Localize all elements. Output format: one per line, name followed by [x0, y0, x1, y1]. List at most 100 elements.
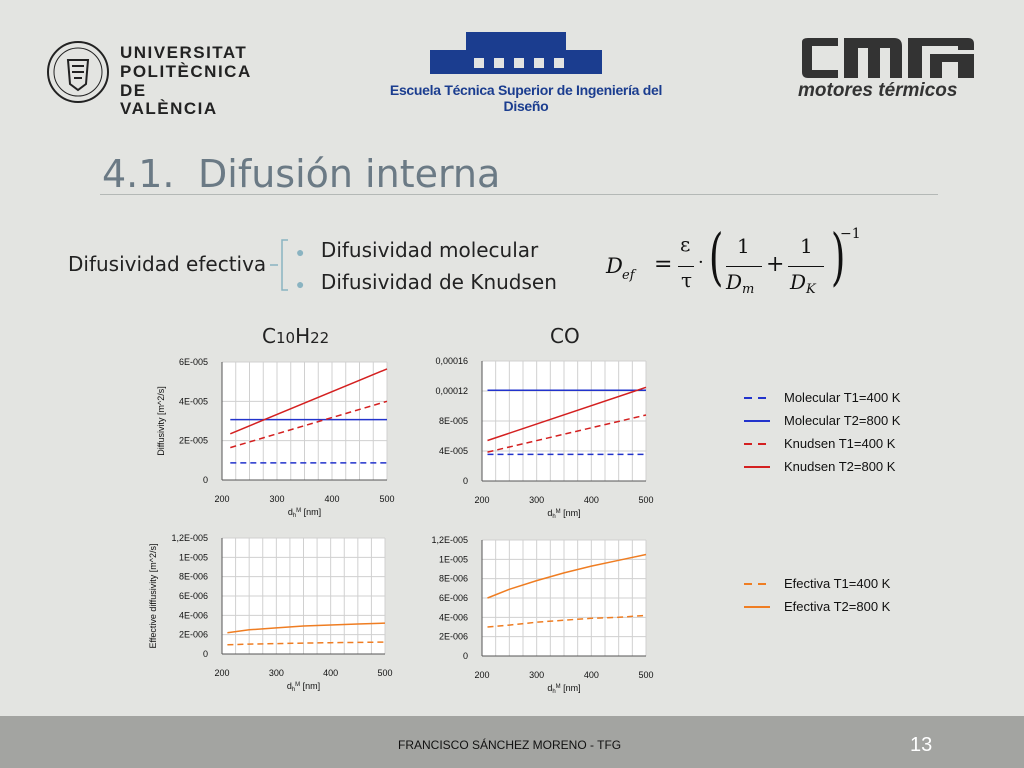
legend-item: Molecular T1=400 K	[742, 386, 900, 409]
formula-dk: D	[790, 270, 807, 294]
y-tick-label: 6E-006	[439, 593, 468, 603]
footer-author: FRANCISCO SÁNCHEZ MORENO - TFG	[398, 738, 622, 752]
formula-paren-left: (	[708, 220, 724, 293]
upv-line3: DE VALÈNCIA	[120, 81, 218, 118]
y-tick-label: 1,2E-005	[171, 533, 208, 543]
y-tick-label: 0,00012	[435, 386, 468, 396]
x-tick-label: 500	[638, 670, 653, 680]
x-tick-label: 300	[269, 668, 284, 678]
legend-item: Efectiva T1=400 K	[742, 572, 890, 595]
x-tick-label: 200	[474, 495, 489, 505]
footer-bar	[0, 716, 1024, 768]
x-tick-label: 300	[529, 495, 544, 505]
x-axis-label: dhM [nm]	[287, 681, 320, 693]
formula-dk-sub: K	[806, 282, 816, 297]
x-tick-label: 200	[474, 670, 489, 680]
section-number: 4.1.	[102, 152, 175, 196]
legend-top: Molecular T1=400 K Molecular T2=800 K Knud…	[742, 386, 900, 478]
legend-swatch	[744, 419, 770, 422]
x-tick-label: 400	[324, 494, 339, 504]
cmt-logo-icon	[802, 38, 974, 78]
y-tick-label: 0,00016	[435, 356, 468, 366]
bullet-text: Difusividad de Knudsen	[320, 270, 557, 294]
page-number: 13	[910, 734, 933, 756]
y-axis-label: Effective diffusivity [m^2/s]	[148, 544, 158, 649]
legend-item: Knudsen T1=400 K	[742, 432, 900, 455]
chart-1: 0 2E-005 4E-005 6E-005 200 300 400 500 dhM [nm] D…	[156, 357, 395, 519]
y-tick-label: 8E-005	[439, 416, 468, 426]
legend-swatch	[744, 396, 770, 399]
series-line	[227, 641, 386, 646]
x-tick-label: 400	[323, 668, 338, 678]
formula-tau: τ	[681, 268, 693, 292]
y-tick-label: 0	[463, 651, 468, 661]
y-tick-label: 0	[463, 476, 468, 486]
y-tick-label: 2E-006	[179, 630, 208, 640]
upv-seal-icon	[47, 41, 109, 103]
y-tick-label: 0	[203, 475, 208, 485]
page-title: Difusión interna	[198, 152, 501, 196]
chart-3: 0 2E-006 4E-006 6E-006 8E-006 1E-005 1,2E-005 2…	[148, 533, 393, 693]
x-tick-label: 200	[214, 494, 229, 504]
y-axis-label: Diffusivity [m^2/s]	[156, 386, 166, 456]
legend-label: Efectiva T1=400 K	[784, 576, 891, 591]
formula-paren-right: )	[830, 220, 846, 293]
formula-dm-sub: m	[742, 282, 755, 297]
column-label-left: C10H22	[262, 324, 329, 348]
etsid-building-icon	[430, 32, 602, 74]
bullet-item: ● Difusividad molecular	[296, 238, 557, 270]
formula-fraction-bar	[788, 266, 824, 267]
formula-exponent: −1	[840, 226, 861, 242]
x-tick-label: 400	[584, 670, 599, 680]
legend-swatch	[744, 442, 770, 445]
formula-dm: D	[726, 270, 743, 294]
formula-plus: +	[766, 252, 785, 277]
x-tick-label: 500	[379, 494, 394, 504]
formula-one-b: 1	[800, 234, 813, 258]
bullet-text: Difusividad molecular	[320, 238, 539, 262]
bullet-dot-icon: ●	[296, 276, 305, 292]
x-tick-label: 500	[377, 668, 392, 678]
y-tick-label: 2E-005	[179, 436, 208, 446]
formula-text: C	[262, 324, 276, 348]
x-tick-label: 200	[214, 668, 229, 678]
series-line	[230, 368, 388, 435]
y-tick-label: 1E-005	[179, 552, 208, 562]
series-line	[487, 386, 647, 442]
formula-text: 10	[275, 329, 296, 347]
series-line	[487, 614, 647, 628]
legend-item: Efectiva T2=800 K	[742, 595, 890, 618]
bracket-icon	[270, 239, 288, 291]
x-tick-label: 300	[529, 670, 544, 680]
formula-text: 22	[310, 329, 330, 347]
legend-item: Molecular T2=800 K	[742, 409, 900, 432]
formula-text: H	[295, 324, 311, 348]
chart-4: 0 2E-006 4E-006 6E-006 8E-006 1E-005 1,2E-005 2…	[431, 535, 653, 695]
chart-area: 0 2E-005 4E-005 6E-005 200 300 400 500 dhM [nm] D…	[148, 356, 654, 695]
y-tick-label: 8E-006	[439, 574, 468, 584]
formula-lhs: D	[606, 254, 623, 278]
legend-swatch	[744, 465, 770, 468]
etsid-name: Escuela Técnica Superior de Ingeniería d…	[389, 82, 663, 114]
bullet-dot-icon: ●	[296, 244, 305, 260]
column-label-right: CO	[550, 324, 580, 348]
y-tick-label: 6E-006	[179, 591, 208, 601]
y-tick-label: 1,2E-005	[431, 535, 468, 545]
y-tick-label: 4E-005	[179, 396, 208, 406]
x-tick-label: 400	[584, 495, 599, 505]
upv-logo: UNIVERSITAT POLITÈCNICA DE VALÈNCIA	[46, 40, 250, 118]
y-tick-label: 0	[203, 649, 208, 659]
y-tick-label: 8E-006	[179, 572, 208, 582]
y-tick-label: 4E-006	[439, 612, 468, 622]
legend-label: Knudsen T2=800 K	[784, 459, 896, 474]
legend-label: Molecular T2=800 K	[784, 413, 901, 428]
formula-fraction-bar	[678, 266, 694, 267]
legend-label: Molecular T1=400 K	[784, 390, 901, 405]
y-tick-label: 2E-006	[439, 632, 468, 642]
series-line	[487, 553, 647, 599]
legend-label: Knudsen T1=400 K	[784, 436, 896, 451]
formula-equals: =	[654, 252, 673, 277]
y-tick-label: 4E-005	[439, 446, 468, 456]
x-tick-label: 300	[269, 494, 284, 504]
formula-fraction-bar	[726, 266, 762, 267]
